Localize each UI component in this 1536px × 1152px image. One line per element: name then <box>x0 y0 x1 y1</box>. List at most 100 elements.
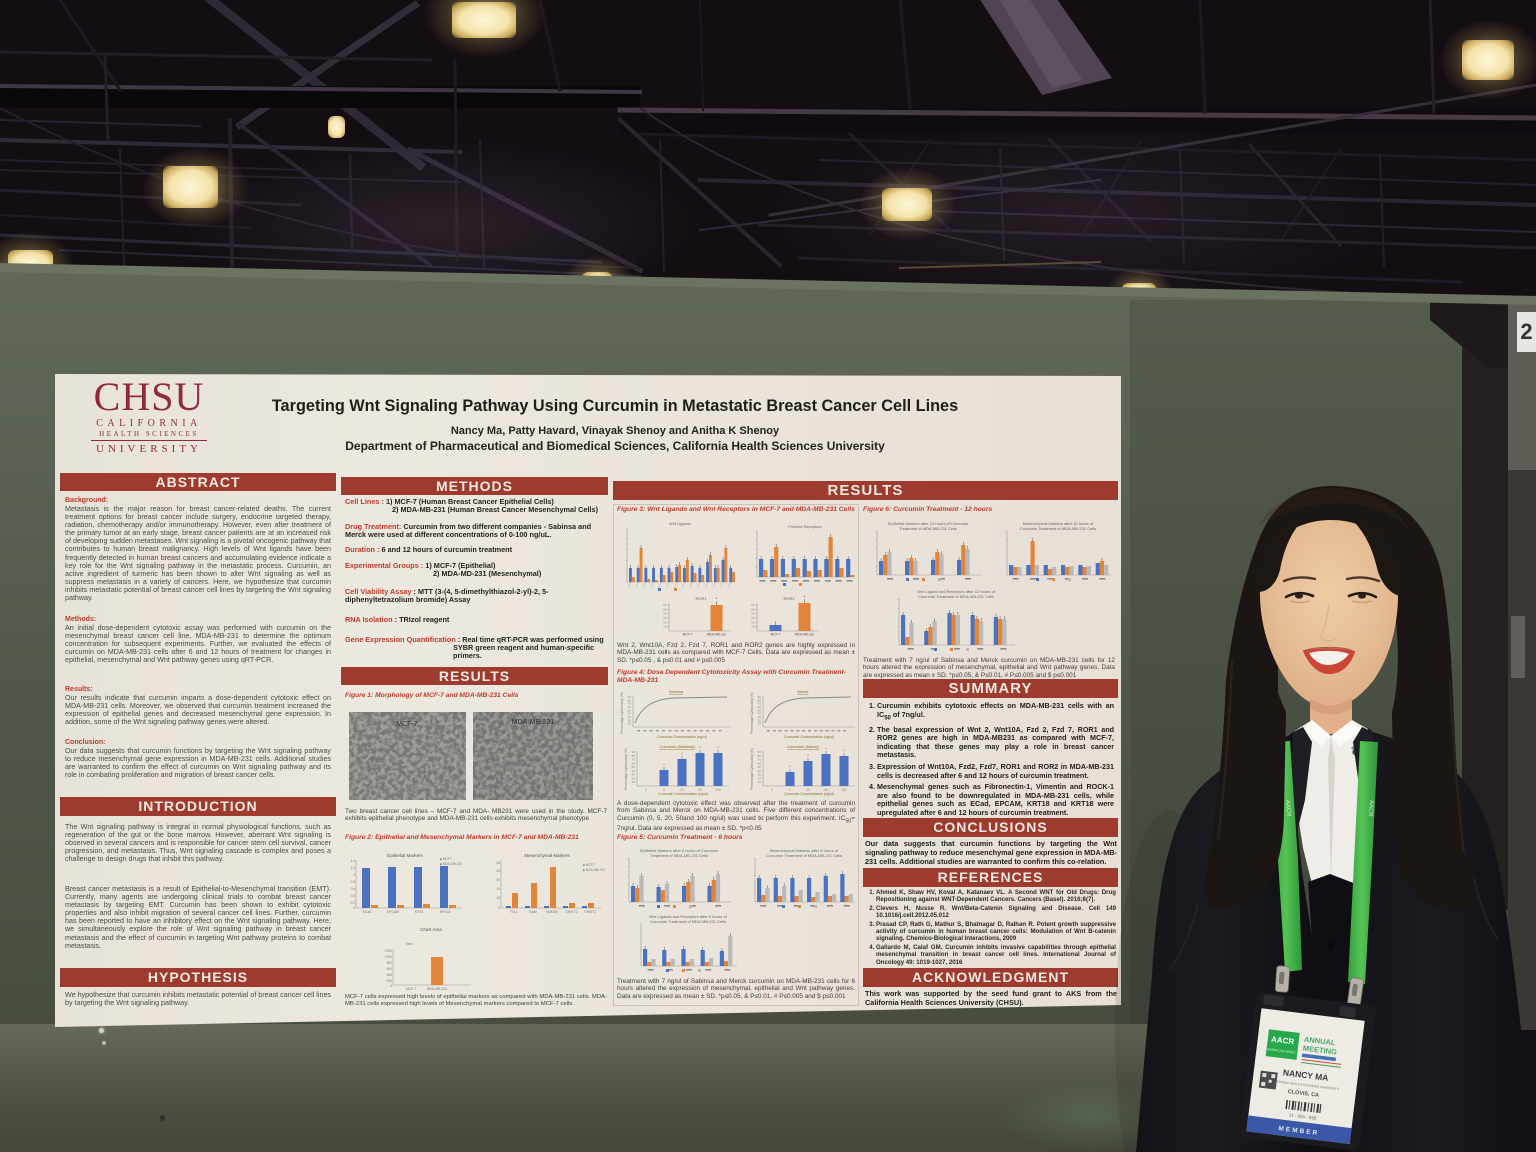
svg-text:AACR: AACR <box>1284 800 1291 818</box>
svg-text:KRT8: KRT8 <box>415 910 424 914</box>
svg-text:0: 0 <box>771 788 773 792</box>
svg-text:0: 0 <box>353 906 355 910</box>
svg-text:0: 0 <box>645 788 647 792</box>
svg-text:Percentage Cytotoxicity (%): Percentage Cytotoxicity (%) <box>624 748 628 790</box>
svg-text:*: * <box>804 594 806 599</box>
svg-text:EPCAM: EPCAM <box>387 910 399 914</box>
svg-text:0: 0 <box>498 906 500 910</box>
svg-text:*: * <box>825 747 827 751</box>
svg-text:80: 80 <box>632 754 636 758</box>
svg-text:200: 200 <box>387 979 393 983</box>
svg-text:40: 40 <box>758 712 762 716</box>
svg-text:800: 800 <box>387 961 393 965</box>
svg-text:90: 90 <box>628 695 632 699</box>
svg-text:90: 90 <box>758 750 762 754</box>
svg-text:50: 50 <box>751 607 755 611</box>
svg-text:40: 40 <box>496 869 500 873</box>
svg-text:10: 10 <box>628 722 632 726</box>
svg-text:TWIST1: TWIST1 <box>565 910 578 914</box>
svg-text:70: 70 <box>758 758 762 762</box>
svg-text:MCF-7: MCF-7 <box>406 987 416 991</box>
svg-text:Wnt Ligands and Receptors afte: Wnt Ligands and Receptors after 6 hours … <box>649 914 727 919</box>
svg-text:Percentage Cytotoxicity (%): Percentage Cytotoxicity (%) <box>750 748 754 790</box>
svg-text:VIM250: VIM250 <box>546 910 558 914</box>
svg-text:*: * <box>716 596 718 601</box>
svg-text:10: 10 <box>663 625 667 629</box>
svg-text:5: 5 <box>663 788 665 792</box>
svg-text:10: 10 <box>758 780 762 784</box>
svg-text:40: 40 <box>628 712 632 716</box>
svg-text:50: 50 <box>628 708 632 712</box>
svg-text:30: 30 <box>663 616 667 620</box>
svg-text:TWIST2: TWIST2 <box>584 910 597 914</box>
svg-text:Curcumin Treatment of MDA-MB-2: Curcumin Treatment of MDA-MB-231 Cells <box>918 594 994 599</box>
svg-text:■ MDA-MB-231: ■ MDA-MB-231 <box>583 868 605 872</box>
svg-text:80: 80 <box>628 698 632 702</box>
svg-text:90: 90 <box>632 750 636 754</box>
svg-text:*: * <box>843 749 845 753</box>
svg-text:CLOVIS, CA: CLOVIS, CA <box>1287 1089 1319 1099</box>
svg-text:Curcumin (Merck): Curcumin (Merck) <box>787 744 819 749</box>
svg-text:MEMBER: MEMBER <box>1278 1125 1319 1137</box>
svg-text:90: 90 <box>758 695 762 699</box>
svg-text:Wnt Ligands: Wnt Ligands <box>669 521 691 526</box>
svg-text:KRT18: KRT18 <box>440 910 451 914</box>
svg-text:ANNUAL: ANNUAL <box>1303 1035 1336 1048</box>
svg-text:1200: 1200 <box>385 949 392 953</box>
svg-text:*: * <box>807 754 809 758</box>
svg-text:MDA-MB-231: MDA-MB-231 <box>707 633 727 637</box>
svg-text:Curcumin Treatment of MDA-MB-2: Curcumin Treatment of MDA-MB-231 Cells <box>1020 526 1096 531</box>
svg-text:AACR: AACR <box>1367 800 1374 818</box>
svg-text:70: 70 <box>632 758 636 762</box>
svg-text:■ MCF7: ■ MCF7 <box>583 863 595 867</box>
svg-text:20: 20 <box>751 620 755 624</box>
svg-text:30: 30 <box>496 878 500 882</box>
svg-text:Snail: Snail <box>529 910 537 914</box>
svg-text:Curcumin Concentration (ng/ul): Curcumin Concentration (ng/ul) <box>784 792 834 796</box>
svg-text:*: * <box>717 746 719 750</box>
svg-text:Curcumin Concentration (ng/ul): Curcumin Concentration (ng/ul) <box>657 735 707 739</box>
svg-text:60: 60 <box>751 603 755 607</box>
svg-text:MDA-MB-231: MDA-MB-231 <box>512 719 555 726</box>
svg-text:400: 400 <box>387 973 393 977</box>
svg-text:30: 30 <box>628 715 632 719</box>
svg-text:600: 600 <box>387 967 393 971</box>
svg-text:Chart Area: Chart Area <box>420 927 442 932</box>
svg-text:Treatment of MDA-MB-231 Cells: Treatment of MDA-MB-231 Cells <box>899 526 957 531</box>
svg-text:MEETING: MEETING <box>1302 1044 1337 1057</box>
svg-text:ROR1: ROR1 <box>695 596 707 601</box>
svg-text:0.2: 0.2 <box>351 901 356 905</box>
svg-text:80: 80 <box>758 698 762 702</box>
svg-text:60: 60 <box>663 603 667 607</box>
svg-text:20: 20 <box>806 788 810 792</box>
svg-text:*: * <box>699 746 701 750</box>
svg-text:100: 100 <box>841 788 847 792</box>
svg-text:70: 70 <box>758 702 762 706</box>
svg-text:80: 80 <box>758 754 762 758</box>
svg-text:AMERICAN ASSOC: AMERICAN ASSOC <box>1267 1047 1297 1055</box>
svg-text:Vim: Vim <box>406 941 413 946</box>
svg-text:20: 20 <box>758 776 762 780</box>
svg-text:50: 50 <box>698 788 702 792</box>
svg-text:Curcumin Concentration (ng/ul): Curcumin Concentration (ng/ul) <box>784 735 834 739</box>
svg-text:10: 10 <box>758 722 762 726</box>
svg-text:Curcumin Treatment of MDA-MB-2: Curcumin Treatment of MDA-MB-231 Cells <box>650 919 726 924</box>
svg-text:20: 20 <box>758 718 762 722</box>
svg-text:MCF-7: MCF-7 <box>683 633 693 637</box>
svg-text:Mesenchymal Markers after 6 ho: Mesenchymal Markers after 6 hours of <box>770 848 839 853</box>
svg-text:0.8: 0.8 <box>351 880 356 884</box>
svg-text:30: 30 <box>758 715 762 719</box>
svg-text:70: 70 <box>628 702 632 706</box>
svg-text:MCF-7: MCF-7 <box>771 633 781 637</box>
svg-text:20: 20 <box>680 788 684 792</box>
svg-text:Treatment of MDA-MB-231 Cells: Treatment of MDA-MB-231 Cells <box>650 853 708 858</box>
svg-text:Frizzled Receptors: Frizzled Receptors <box>788 524 821 529</box>
svg-text:*: * <box>681 752 683 756</box>
svg-text:■ MCF7: ■ MCF7 <box>440 857 452 861</box>
svg-text:20: 20 <box>496 887 500 891</box>
svg-text:ROR2: ROR2 <box>783 596 795 601</box>
svg-text:Curcumin Concentration (ng/ul): Curcumin Concentration (ng/ul) <box>658 792 708 796</box>
svg-text:40: 40 <box>751 612 755 616</box>
svg-text:50: 50 <box>758 765 762 769</box>
svg-text:30: 30 <box>758 773 762 777</box>
